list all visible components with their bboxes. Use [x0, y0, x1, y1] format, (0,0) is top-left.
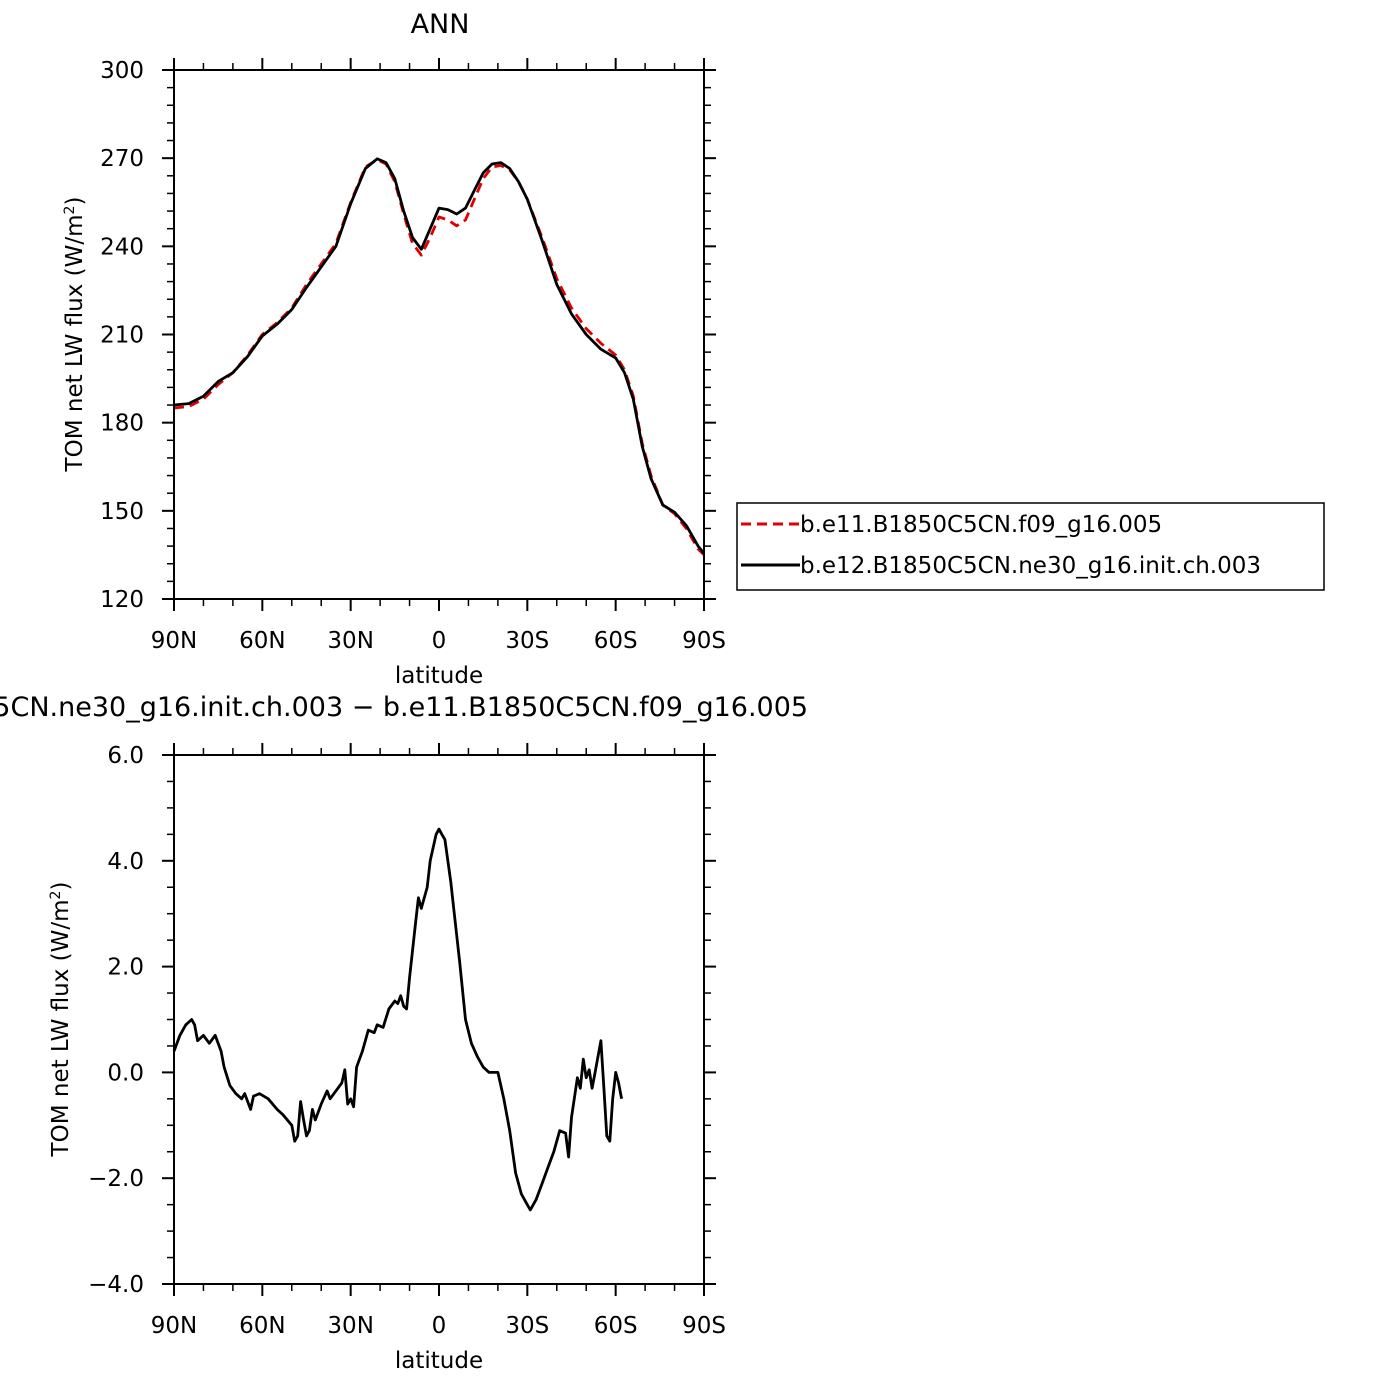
top-series-line-1	[173, 157, 706, 555]
top-x-tick-label: 90S	[682, 628, 726, 654]
bottom-x-tick-label: 30N	[327, 1313, 373, 1339]
bottom-x-tick-label: 90N	[151, 1313, 197, 1339]
bottom-x-tick-label: 0	[432, 1313, 447, 1339]
bottom-y-tick-label: 2.0	[107, 955, 144, 981]
bottom-series-group	[172, 827, 623, 1212]
top-y-tick-label: 120	[100, 587, 144, 613]
bottom-x-tick-label: 90S	[682, 1313, 726, 1339]
bottom-y-tick-label: −2.0	[88, 1166, 144, 1192]
bottom-x-axis-label: latitude	[395, 1348, 483, 1374]
bottom-y-axis-label: TOM net LW flux (W/m2)	[48, 882, 74, 1158]
bottom-y-tick-label: −4.0	[88, 1272, 144, 1298]
bottom-y-tick-label: 6.0	[107, 743, 144, 769]
top-x-tick-label: 90N	[151, 628, 197, 654]
zonal-mean-panel: ANN 90N 60N 30N 0 30S 60S 90S 120 150 180 210 240 27…	[62, 9, 1325, 689]
top-y-tick-label: 270	[100, 146, 144, 172]
top-title: ANN	[411, 9, 470, 40]
top-y-tick-label: 150	[100, 499, 144, 525]
top-x-tick-label: 30N	[327, 628, 373, 654]
bottom-x-tick-label: 30S	[505, 1313, 549, 1339]
top-x-tick-label: 60S	[594, 628, 638, 654]
top-y-axis-label: TOM net LW flux (W/m2)	[62, 197, 88, 473]
top-series-group	[173, 157, 706, 556]
bottom-plot-frame	[173, 754, 705, 1285]
legend-label-0: b.e11.B1850C5CN.f09_g16.005	[800, 512, 1162, 538]
bottom-y-tick-label: 0.0	[107, 1060, 144, 1086]
top-y-tick-label: 240	[100, 234, 144, 260]
top-plot-frame	[173, 69, 705, 600]
legend-box	[736, 502, 1325, 591]
top-y-tick-label: 180	[100, 411, 144, 437]
bottom-series-line-0	[172, 827, 623, 1212]
bottom-title: b.e12.B1850C5CN.ne30_g16.init.ch.003 − b…	[0, 692, 808, 723]
top-axis-ticks: 90N 60N 30N 0 30S 60S 90S 120 150 180 210 240 270 300	[100, 58, 726, 654]
bottom-x-tick-label: 60S	[594, 1313, 638, 1339]
top-series-line-0	[173, 158, 705, 556]
bottom-x-tick-label: 60N	[239, 1313, 285, 1339]
top-x-tick-label: 30S	[505, 628, 549, 654]
difference-panel: b.e12.B1850C5CN.ne30_g16.init.ch.003 − b…	[0, 692, 808, 1374]
top-x-tick-label: 60N	[239, 628, 285, 654]
bottom-y-tick-label: 4.0	[107, 849, 144, 875]
bottom-axis-ticks: 90N 60N 30N 0 30S 60S 90S −4.0 −2.0 0.0 2.0 4.0 6.0	[88, 743, 726, 1339]
legend: b.e11.B1850C5CN.f09_g16.005 b.e12.B1850C…	[736, 502, 1325, 591]
legend-label-1: b.e12.B1850C5CN.ne30_g16.init.ch.003	[800, 553, 1261, 579]
top-y-tick-label: 210	[100, 323, 144, 349]
top-x-axis-label: latitude	[395, 663, 483, 689]
top-x-tick-label: 0	[432, 628, 447, 654]
top-y-tick-label: 300	[100, 58, 144, 84]
